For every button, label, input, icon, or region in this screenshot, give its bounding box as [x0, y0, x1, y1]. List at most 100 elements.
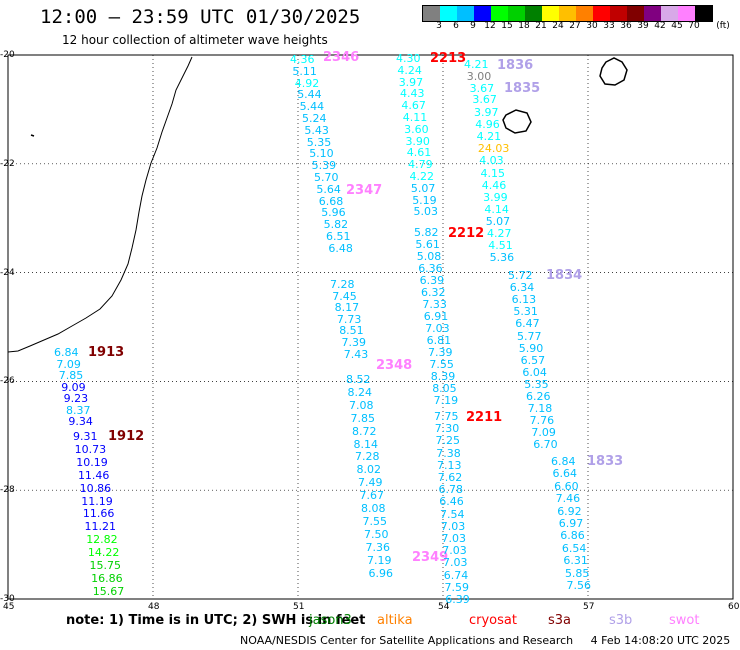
- wave-height-value: 5.39: [311, 159, 337, 173]
- wave-height-value: 3.90: [405, 134, 430, 148]
- wave-height-value: 7.85: [58, 369, 84, 382]
- colorbar-swatch: [440, 6, 457, 21]
- wave-height-value: 4.96: [475, 118, 500, 132]
- y-axis-tick-label: -26: [0, 376, 15, 387]
- colorbar-swatch: [610, 6, 627, 21]
- wave-height-value: 3.97: [398, 75, 424, 89]
- colorbar-tick: 70: [688, 21, 700, 31]
- satellite-legend-item: s3a: [548, 613, 572, 628]
- wave-height-value: 4.22: [409, 170, 435, 183]
- wave-height-value: 12.82: [86, 533, 118, 547]
- wave-height-value: 6.51: [326, 230, 351, 243]
- wave-height-value: 7.43: [343, 347, 369, 361]
- wave-height-value: 5.77: [517, 329, 542, 343]
- wave-height-value: 7.75: [434, 410, 459, 423]
- wave-height-value: 5.07: [410, 181, 436, 195]
- wave-height-value: 7.03: [441, 532, 467, 545]
- wave-height-value: 5.44: [297, 88, 322, 102]
- wave-height-value: 6.36: [418, 262, 443, 275]
- wave-height-value: 7.19: [367, 553, 392, 567]
- wave-height-value: 5.44: [299, 100, 325, 114]
- wave-height-value: 4.21: [476, 130, 502, 144]
- wave-height-value: 6.39: [419, 274, 445, 287]
- wave-height-value: 11.46: [77, 468, 110, 482]
- wave-height-value: 16.86: [91, 571, 123, 585]
- pass-time-label: 1836: [497, 58, 534, 73]
- wave-height-value: 6.68: [318, 194, 344, 208]
- pass-time-label: 2349: [412, 550, 449, 565]
- wave-height-value: 7.30: [434, 422, 460, 436]
- y-axis-tick-label: -24: [0, 267, 15, 278]
- wave-height-value: 8.05: [432, 382, 457, 395]
- wave-height-value: 6.13: [511, 293, 537, 307]
- wave-height-value: 7.59: [444, 580, 470, 594]
- satellite-legend-item: s3b: [609, 613, 633, 628]
- wave-height-value: 7.03: [440, 519, 466, 533]
- wave-height-value: 3.67: [472, 93, 497, 107]
- wave-height-value: 8.72: [352, 424, 377, 438]
- colorbar-tick: 45: [671, 21, 683, 31]
- colorbar-tick: 9: [470, 21, 476, 31]
- colorbar-swatch: [423, 6, 440, 21]
- wave-height-value: 7.50: [364, 527, 389, 541]
- wave-height-value: 6.70: [533, 438, 558, 452]
- satellite-legend: jason3 altika cryosat s3a s3b swot: [0, 613, 740, 629]
- wave-height-value: 4.14: [484, 202, 509, 216]
- wave-height-value: 10.19: [76, 455, 108, 469]
- wave-height-value: 3.97: [474, 106, 499, 119]
- wave-height-value: 6.39: [445, 593, 470, 606]
- wave-height-value: 6.04: [522, 365, 547, 379]
- pass-time-label: 2211: [466, 410, 503, 425]
- wave-height-value: 10.86: [79, 481, 112, 495]
- madagascar-coastline: [7, 56, 193, 353]
- wave-height-value: 15.75: [89, 559, 122, 572]
- colorbar-tick: 12: [484, 21, 496, 31]
- wave-height-value: 5.64: [316, 182, 341, 196]
- wave-height-value: 9.09: [61, 380, 86, 394]
- colorbar-swatch: [457, 6, 474, 21]
- wave-height-value: 7.33: [422, 298, 447, 311]
- y-axis-tick-label: -22: [0, 158, 15, 169]
- wave-height-value: 4.24: [397, 63, 422, 77]
- colorbar-tick: 15: [501, 21, 513, 31]
- wave-height-value: 5.35: [524, 377, 549, 391]
- wave-height-value: 10.73: [74, 442, 107, 456]
- wave-height-value: 5.72: [508, 269, 533, 282]
- wave-height-value: 7.62: [437, 471, 463, 484]
- pass-time-label: 1834: [546, 268, 583, 283]
- pass-time-label: 2346: [323, 50, 360, 65]
- wave-height-value: 5.36: [489, 251, 515, 265]
- colorbar-tick: 30: [586, 21, 598, 31]
- wave-height-value: 4.79: [408, 158, 433, 172]
- wave-height-value: 4.03: [479, 154, 504, 168]
- colorbar-tick: 36: [620, 21, 632, 31]
- wave-height-value: 5.82: [414, 226, 439, 239]
- wave-height-value: 11.21: [84, 520, 117, 534]
- satellite-legend-item: altika: [377, 613, 413, 628]
- wave-height-value: 7.03: [442, 544, 467, 558]
- wave-height-value: 5.82: [323, 218, 349, 232]
- wave-height-value: 4.92: [294, 76, 320, 90]
- wave-height-value: 6.81: [426, 334, 452, 347]
- pass-time-label: 2347: [346, 183, 383, 198]
- credit-text: NOAA/NESDIS Center for Satellite Applica…: [240, 634, 574, 647]
- wave-height-value: 7.09: [531, 426, 556, 440]
- map-title: 12:00 — 23:59 UTC 01/30/2025: [40, 6, 361, 28]
- credit-line: NOAA/NESDIS Center for Satellite Applica…: [240, 634, 730, 647]
- colorbar-tick: 6: [453, 21, 459, 31]
- wave-height-value: 6.57: [520, 353, 546, 367]
- wave-height-value: 7.38: [436, 446, 461, 460]
- wave-height-value: 5.31: [513, 305, 538, 319]
- colorbar: [422, 5, 713, 22]
- wave-height-value: 5.35: [306, 135, 332, 149]
- wave-height-value: 3.67: [469, 81, 495, 95]
- wave-height-value: 6.48: [328, 241, 353, 255]
- wave-height-value: 5.24: [302, 112, 327, 125]
- wave-height-value: 7.03: [443, 556, 468, 570]
- wave-height-value: 5.10: [309, 147, 334, 161]
- x-axis-tick-label: 60: [728, 602, 740, 612]
- colorbar-tick: 42: [654, 21, 666, 31]
- wave-height-value: 7.18: [527, 402, 553, 416]
- wave-height-value: 7.46: [555, 492, 581, 506]
- colorbar-swatch: [661, 6, 678, 21]
